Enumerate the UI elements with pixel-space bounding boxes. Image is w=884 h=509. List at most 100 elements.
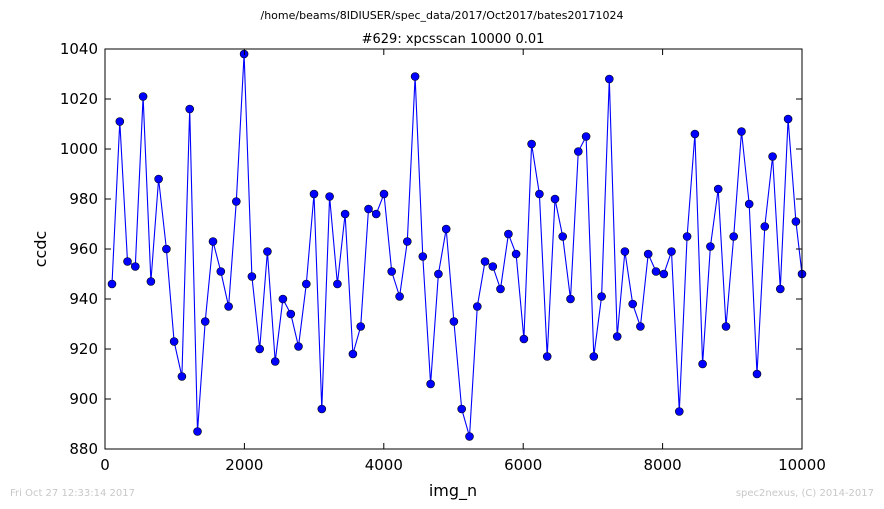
y-tick-label: 960 [69, 240, 98, 258]
plot-area [107, 49, 807, 441]
data-point [744, 199, 754, 209]
data-point [107, 279, 117, 289]
data-point [597, 292, 606, 301]
data-point [573, 147, 583, 156]
data-point [465, 432, 474, 441]
data-point [131, 262, 140, 271]
y-tick-label: 880 [69, 440, 98, 458]
data-point [216, 267, 226, 276]
y-tick-label: 1040 [60, 40, 98, 58]
data-point [752, 369, 762, 379]
data-point [566, 294, 575, 304]
data-point [550, 194, 560, 204]
data-point [643, 249, 653, 259]
data-point [208, 237, 218, 246]
data-point [441, 224, 451, 234]
data-point [690, 129, 700, 139]
data-point [255, 344, 265, 354]
data-point [115, 117, 125, 126]
data-point [721, 322, 731, 331]
data-point [620, 247, 630, 256]
data-point [729, 232, 739, 241]
data-point [138, 92, 148, 101]
data-point [294, 342, 303, 351]
data-point [348, 349, 358, 359]
axes-frame [104, 48, 803, 450]
data-point [472, 302, 482, 311]
data-point [270, 357, 280, 366]
data-point [713, 184, 723, 194]
data-point [480, 257, 490, 266]
data-point [783, 114, 793, 124]
y-tick-label: 940 [69, 290, 98, 308]
data-point [364, 204, 373, 214]
data-point [737, 127, 746, 136]
data-point [589, 352, 599, 361]
data-point [628, 299, 638, 309]
data-point [402, 237, 412, 246]
data-point [395, 292, 404, 301]
x-tick-label: 6000 [504, 456, 542, 474]
data-point [519, 334, 529, 344]
chart-suptitle: /home/beams/8IDIUSER/spec_data/2017/Oct2… [261, 9, 624, 22]
footer-credit: spec2nexus, (C) 2014-2017 [735, 488, 874, 499]
x-tick-label: 4000 [365, 456, 403, 474]
data-point [193, 427, 202, 436]
data-point [426, 379, 435, 389]
data-point [488, 262, 498, 271]
series-line [111, 53, 803, 437]
axis-ticks: 0 2000 4000 6000 8000 10000 880 900 920 940 960 980… [60, 40, 826, 474]
data-point [387, 267, 397, 276]
data-point [674, 407, 684, 416]
data-point [449, 317, 459, 326]
data-point [379, 189, 389, 199]
data-point [286, 309, 296, 319]
data-point [340, 209, 350, 219]
data-point [434, 269, 443, 279]
data-point [200, 317, 210, 326]
data-point [418, 252, 428, 261]
data-point [659, 269, 669, 279]
data-point [356, 322, 366, 331]
data-point [146, 277, 156, 286]
data-point [682, 232, 692, 241]
data-point [511, 249, 521, 259]
data-point [232, 197, 241, 206]
data-point [278, 294, 288, 304]
y-tick-label: 1000 [60, 140, 98, 158]
data-point [317, 404, 327, 414]
footer-timestamp: Fri Oct 27 12:33:14 2017 [10, 488, 136, 499]
data-point [333, 279, 342, 289]
y-tick-label: 920 [69, 340, 98, 358]
data-point [636, 322, 645, 331]
data-point [263, 247, 272, 256]
data-point [496, 284, 505, 294]
data-point [791, 217, 801, 226]
data-point [768, 152, 777, 161]
data-point [371, 209, 381, 219]
chart-title: #629: xpcsscan 10000 0.01 [362, 32, 545, 47]
data-point [162, 244, 171, 254]
data-point [651, 267, 661, 276]
data-point [581, 132, 591, 141]
data-point [177, 372, 187, 381]
data-point [123, 257, 132, 266]
data-point [760, 222, 770, 231]
data-point [527, 139, 536, 149]
data-point [247, 272, 257, 281]
data-point [185, 104, 194, 114]
y-tick-label: 1020 [60, 90, 98, 108]
data-point [542, 352, 552, 361]
data-point [558, 232, 568, 241]
data-point [698, 359, 707, 369]
data-point [706, 242, 715, 251]
y-axis-label: ccdc [31, 231, 50, 268]
data-point [612, 332, 622, 341]
x-tick-label: 0 [100, 456, 110, 474]
y-tick-label: 980 [69, 190, 98, 208]
data-point [410, 72, 420, 81]
data-point [325, 192, 334, 201]
data-point [535, 189, 544, 199]
data-point [604, 74, 614, 84]
